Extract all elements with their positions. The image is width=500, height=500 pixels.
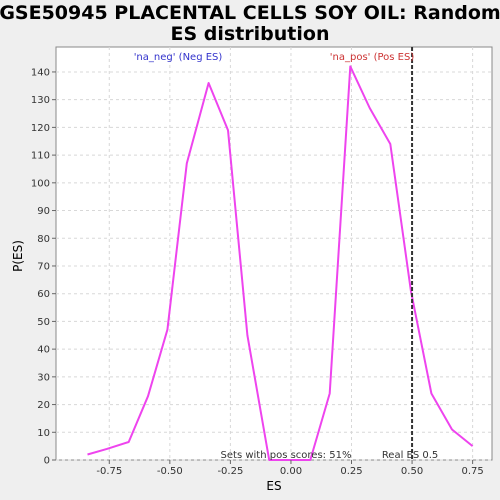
- y-tick-label: 130: [31, 95, 50, 106]
- series-layer: [87, 65, 474, 461]
- y-tick-label: 140: [31, 67, 50, 78]
- grid: [56, 47, 492, 461]
- reference-layer: Real ES 0.5: [382, 47, 438, 461]
- y-tick-label: 80: [37, 234, 50, 245]
- plot-area: [55, 46, 493, 461]
- chart-title-line-1: GSE50945 PLACENTAL CELLS SOY OIL: Random: [0, 2, 500, 24]
- y-tick-label: 60: [37, 289, 50, 300]
- y-tick-label: 0: [44, 456, 50, 467]
- x-axis-title: ES: [266, 479, 281, 493]
- y-tick-label: 40: [37, 345, 50, 356]
- pos-scores-footer: Sets with pos scores: 51%: [221, 450, 352, 461]
- real-es-label: Real ES 0.5: [382, 450, 438, 461]
- y-tick-label: 90: [37, 206, 50, 217]
- x-tick-label: -0.50: [157, 466, 183, 477]
- x-tick-label: -0.75: [96, 466, 122, 477]
- y-tick-label: 10: [37, 428, 50, 439]
- chart-title-line-2: ES distribution: [171, 23, 330, 45]
- neg-es-label: 'na_neg' (Neg ES): [134, 52, 223, 63]
- x-tick-label: 0.75: [461, 466, 483, 477]
- y-tick-label: 110: [31, 151, 50, 162]
- y-axis-title: P(ES): [11, 240, 25, 272]
- axes: 0 10 20 30 40 50 60 70 80 90 100 110 120 130 140 -0.75 -…: [31, 67, 484, 477]
- es-distribution-line: [87, 65, 474, 461]
- y-tick-label: 30: [37, 372, 50, 383]
- y-tick-label: 100: [31, 178, 50, 189]
- y-tick-label: 20: [37, 400, 50, 411]
- y-tick-label: 50: [37, 317, 50, 328]
- pos-es-label: 'na_pos' (Pos ES): [330, 52, 415, 63]
- x-tick-label: 0.25: [340, 466, 362, 477]
- x-tick-label: 0.50: [401, 466, 423, 477]
- y-tick-label: 70: [37, 261, 50, 272]
- x-tick-label: -0.25: [217, 466, 243, 477]
- y-tick-label: 120: [31, 123, 50, 134]
- x-tick-label: 0.00: [280, 466, 302, 477]
